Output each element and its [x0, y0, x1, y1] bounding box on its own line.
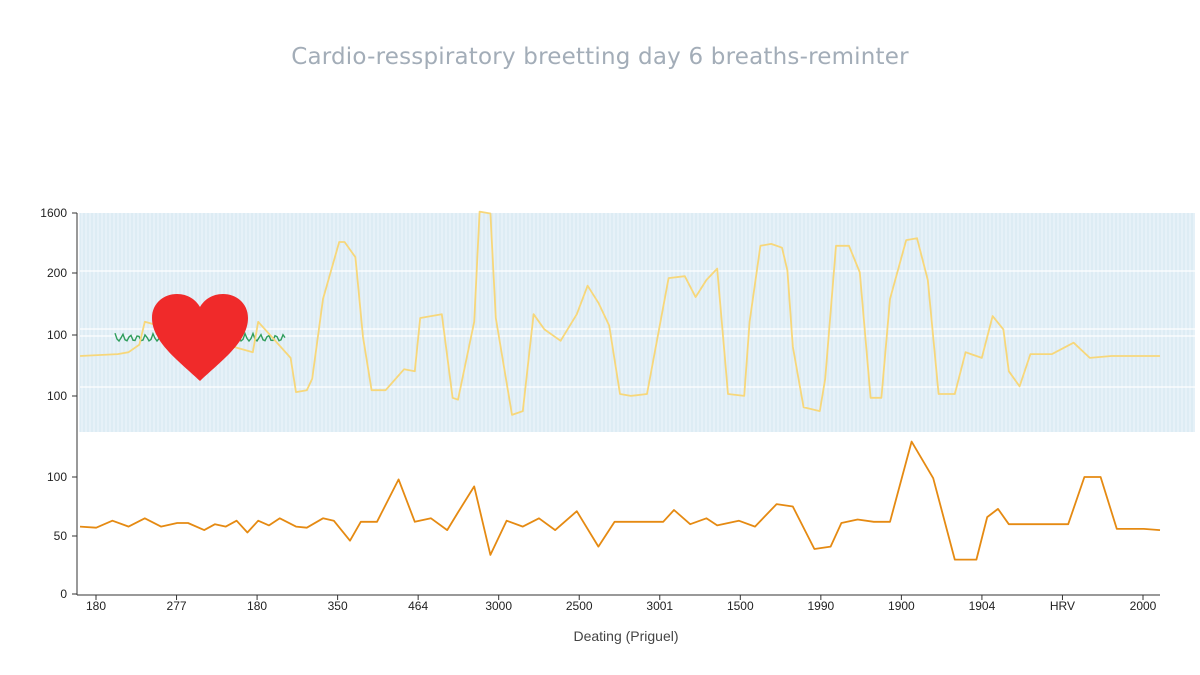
- axes: 1600 200 100 100 100 50 0 180 277 180 350 464 3000 25…: [40, 206, 1160, 613]
- y-tick-label: 0: [60, 587, 67, 601]
- x-tick-label: HRV: [1050, 599, 1075, 613]
- heart-icon: [152, 294, 248, 381]
- x-tick-label: 180: [86, 599, 106, 613]
- x-tick-label: 1900: [888, 599, 915, 613]
- upper-series-line: [79, 210, 1160, 416]
- y-tick-label: 1600: [40, 206, 67, 220]
- x-tick-label: 2000: [1130, 599, 1157, 613]
- x-tick-label: 3000: [485, 599, 512, 613]
- y-tick-label: 100: [47, 389, 67, 403]
- x-tick-label: 3001: [646, 599, 673, 613]
- upper-plot-background: [79, 213, 1195, 432]
- x-tick-label: 180: [247, 599, 267, 613]
- x-tick-label: 350: [328, 599, 348, 613]
- lower-series-line: [79, 440, 1161, 561]
- x-tick-label: 1500: [727, 599, 754, 613]
- chart-title: Cardio-resspiratory breetting day 6 brea…: [291, 44, 909, 70]
- y-tick-label: 100: [47, 328, 67, 342]
- x-tick-label: 277: [167, 599, 187, 613]
- x-tick-label: 1904: [969, 599, 996, 613]
- y-tick-label: 100: [47, 470, 67, 484]
- x-tick-label: 1990: [807, 599, 834, 613]
- y-tick-label: 200: [47, 266, 67, 280]
- lower-series: [79, 440, 1161, 561]
- x-tick-label: 2500: [566, 599, 593, 613]
- x-tick-label: 464: [408, 599, 428, 613]
- y-tick-label: 50: [54, 529, 68, 543]
- x-axis-label: Deating (Priguel): [573, 628, 678, 644]
- upper-series: [79, 210, 1160, 416]
- heart-shape: [152, 294, 248, 381]
